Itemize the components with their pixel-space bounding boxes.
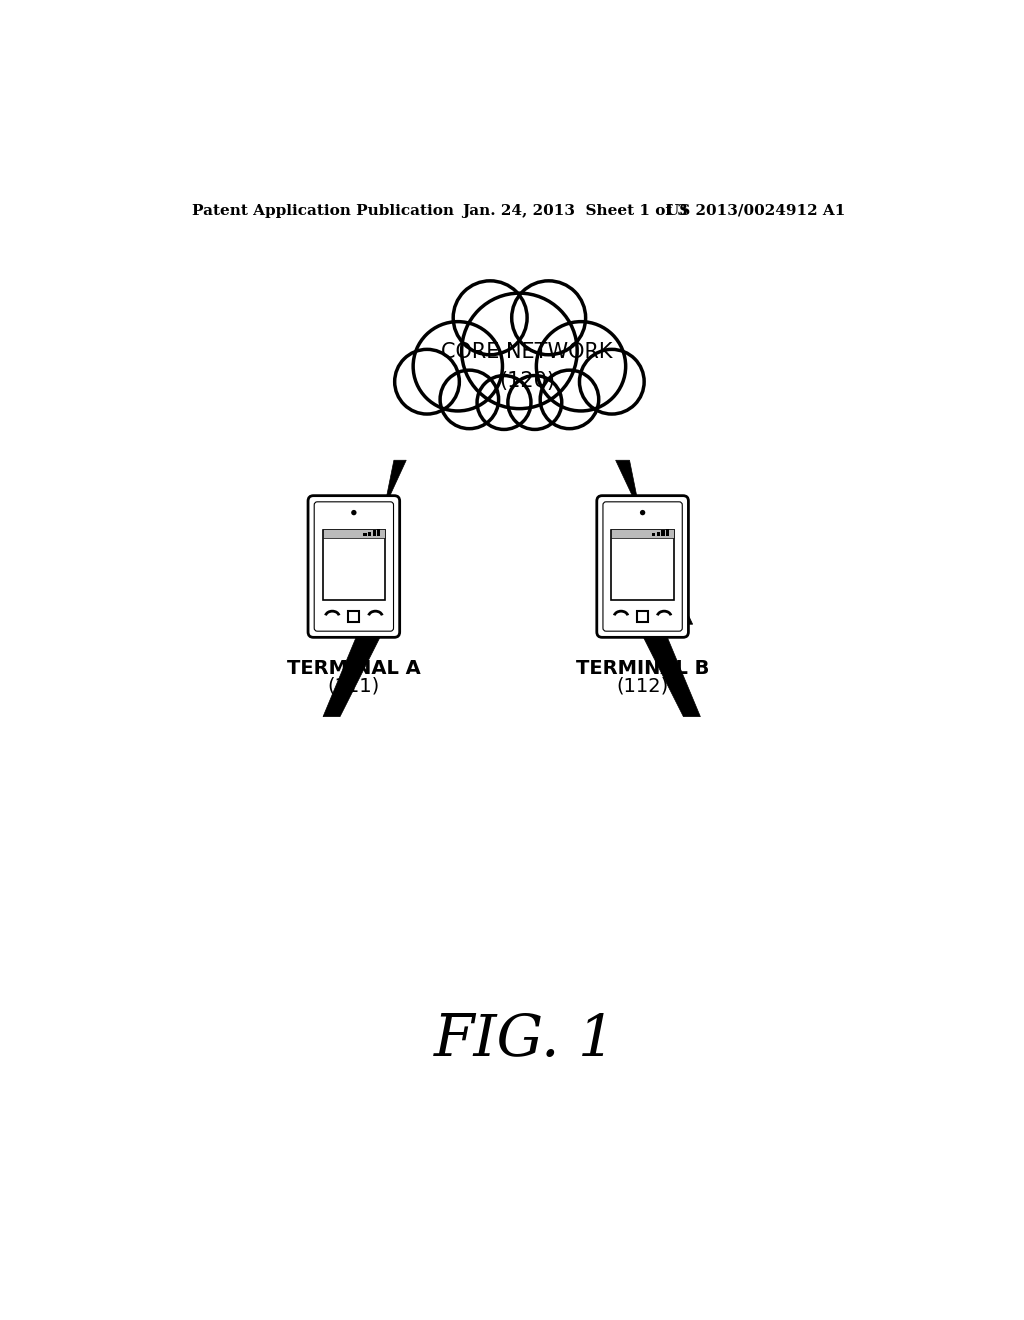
Circle shape bbox=[580, 350, 644, 414]
Circle shape bbox=[454, 281, 527, 355]
Circle shape bbox=[440, 370, 499, 429]
Text: (112): (112) bbox=[616, 677, 669, 696]
Bar bbox=[662, 531, 665, 536]
Bar bbox=[666, 529, 669, 536]
Bar bbox=[368, 532, 371, 536]
Bar bbox=[611, 531, 674, 599]
Text: CORE NETWORK
(120): CORE NETWORK (120) bbox=[441, 342, 612, 391]
Bar bbox=[611, 529, 674, 539]
Circle shape bbox=[477, 375, 531, 429]
Bar bbox=[323, 529, 385, 539]
Text: US 2013/0024912 A1: US 2013/0024912 A1 bbox=[666, 203, 845, 218]
Circle shape bbox=[413, 322, 503, 411]
Bar bbox=[652, 533, 655, 536]
Text: Patent Application Publication: Patent Application Publication bbox=[193, 203, 455, 218]
Polygon shape bbox=[615, 461, 700, 717]
Bar bbox=[373, 531, 376, 536]
Text: Jan. 24, 2013  Sheet 1 of 3: Jan. 24, 2013 Sheet 1 of 3 bbox=[462, 203, 687, 218]
Circle shape bbox=[640, 510, 645, 515]
Circle shape bbox=[462, 293, 578, 409]
Bar bbox=[378, 529, 381, 536]
Circle shape bbox=[541, 370, 599, 429]
FancyBboxPatch shape bbox=[308, 496, 399, 638]
Text: FIG. 1: FIG. 1 bbox=[434, 1012, 615, 1068]
Circle shape bbox=[512, 281, 586, 355]
Circle shape bbox=[537, 322, 626, 411]
Text: TERMINAL A: TERMINAL A bbox=[287, 659, 421, 678]
Circle shape bbox=[394, 350, 460, 414]
Text: (111): (111) bbox=[328, 677, 380, 696]
FancyBboxPatch shape bbox=[603, 502, 682, 631]
Bar bbox=[656, 532, 659, 536]
FancyBboxPatch shape bbox=[314, 502, 393, 631]
Text: TERMINAL B: TERMINAL B bbox=[575, 659, 710, 678]
Circle shape bbox=[508, 375, 562, 429]
Circle shape bbox=[351, 510, 356, 515]
Bar bbox=[637, 611, 648, 622]
Polygon shape bbox=[323, 461, 407, 717]
Bar bbox=[364, 533, 367, 536]
Bar bbox=[348, 611, 359, 622]
FancyBboxPatch shape bbox=[597, 496, 688, 638]
Bar bbox=[323, 531, 385, 599]
